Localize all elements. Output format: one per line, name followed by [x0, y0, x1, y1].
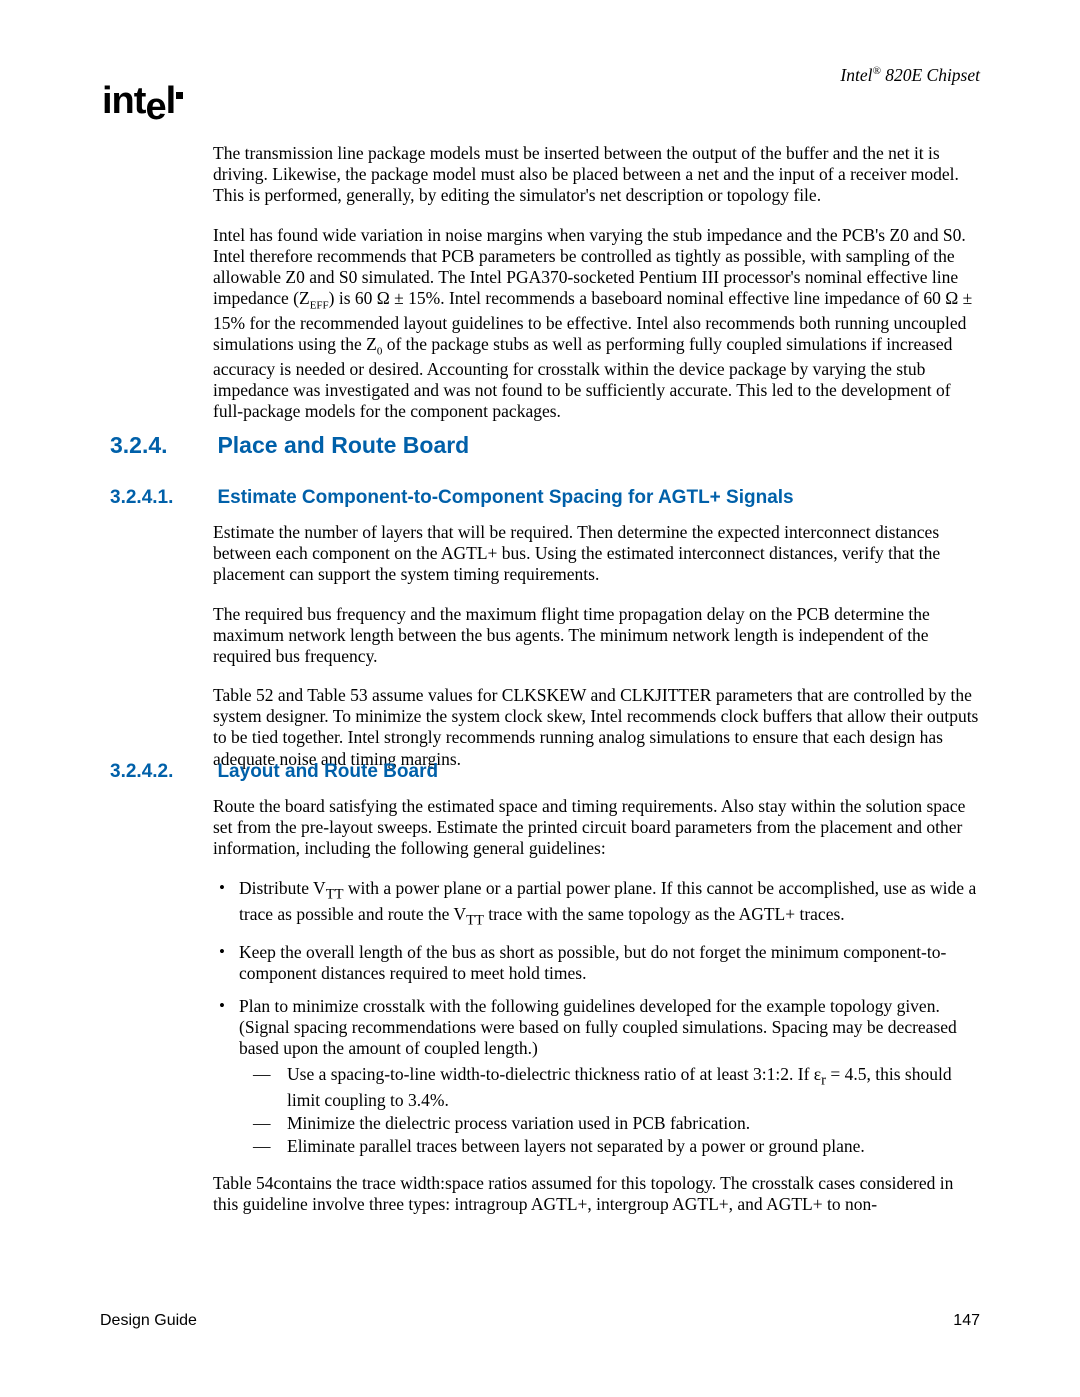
text-run: trace with the same topology as the AGTL… [484, 904, 845, 924]
section-heading: 3.2.4. Place and Route Board [110, 432, 980, 459]
paragraph: The required bus frequency and the maxim… [213, 604, 983, 668]
list-item: Keep the overall length of the bus as sh… [213, 942, 983, 984]
paragraph: The transmission line package models mus… [213, 143, 983, 207]
text-run: Distribute V [239, 878, 326, 898]
list-item: Plan to minimize crosstalk with the foll… [213, 996, 983, 1157]
text-run: Use a spacing-to-line width-to-dielectri… [287, 1064, 821, 1084]
dash-list: Use a spacing-to-line width-to-dielectri… [239, 1064, 983, 1158]
section-title: Place and Route Board [217, 432, 469, 458]
page: Intel® 820E Chipset intel The transmissi… [0, 0, 1080, 1397]
text-run: Plan to minimize crosstalk with the foll… [239, 996, 957, 1058]
logo-text-a: int [102, 80, 145, 122]
bullet-list: Distribute VTT with a power plane or a p… [213, 878, 983, 1158]
running-header: Intel® 820E Chipset [840, 65, 980, 86]
header-prefix: Intel [840, 65, 872, 85]
intro-block: The transmission line package models mus… [213, 143, 983, 440]
page-footer: Design Guide 147 [100, 1312, 980, 1330]
paragraph: Table 54contains the trace width:space r… [213, 1173, 983, 1215]
subsection-title: Layout and Route Board [217, 761, 438, 782]
intel-logo: intel [102, 80, 184, 129]
paragraph: Table 52 and Table 53 assume values for … [213, 685, 983, 770]
subsection-title: Estimate Component-to-Component Spacing … [217, 487, 793, 508]
section-number: 3.2.4. [110, 432, 213, 459]
subsection-number: 3.2.4.1. [110, 487, 213, 509]
subsection-number: 3.2.4.2. [110, 761, 213, 783]
subscript: EFF [310, 300, 329, 312]
list-item: Minimize the dielectric process variatio… [239, 1113, 983, 1134]
logo-dot-icon [176, 92, 183, 99]
footer-right: 147 [953, 1312, 980, 1330]
paragraph: Estimate the number of layers that will … [213, 522, 983, 586]
estimate-block: Estimate the number of layers that will … [213, 522, 983, 788]
logo-text-b: l [166, 80, 176, 122]
paragraph: Route the board satisfying the estimated… [213, 796, 983, 860]
list-item: Eliminate parallel traces between layers… [239, 1136, 983, 1157]
layout-block: Route the board satisfying the estimated… [213, 796, 983, 1234]
subsection-heading: 3.2.4.2. Layout and Route Board [110, 761, 980, 783]
paragraph: Intel has found wide variation in noise … [213, 225, 983, 423]
header-reg: ® [872, 65, 880, 77]
list-item: Distribute VTT with a power plane or a p… [213, 878, 983, 930]
header-suffix: 820E Chipset [881, 65, 980, 85]
subscript: TT [466, 912, 484, 928]
list-item: Use a spacing-to-line width-to-dielectri… [239, 1064, 983, 1111]
subsection-heading: 3.2.4.1. Estimate Component-to-Component… [110, 487, 980, 509]
footer-left: Design Guide [100, 1312, 197, 1330]
subscript: TT [326, 886, 344, 902]
